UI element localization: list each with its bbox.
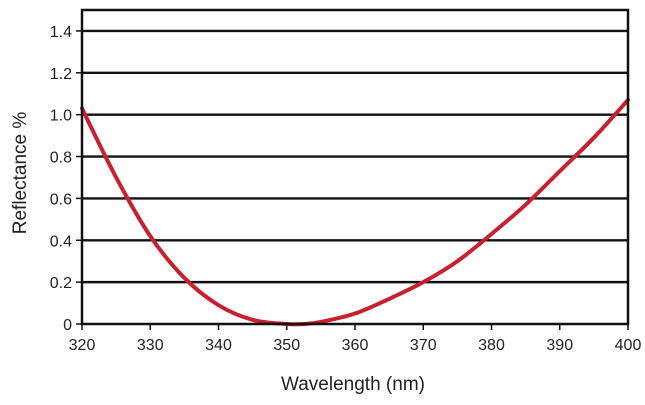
- grid-lines: [82, 29, 628, 284]
- y-axis-label: Reflectance %: [10, 112, 31, 235]
- x-tick-label: 340: [205, 337, 232, 354]
- y-tick-label: 0.8: [50, 150, 72, 167]
- y-tick-label: 0.2: [50, 275, 72, 292]
- x-axis-label: Wavelength (nm): [281, 374, 425, 395]
- plot-frame: [80, 8, 630, 326]
- x-tick-label: 330: [137, 337, 164, 354]
- x-tick-label: 370: [410, 337, 437, 354]
- x-tick-label: 360: [342, 337, 369, 354]
- y-tick-label: 1.0: [50, 108, 72, 125]
- x-tick-label: 320: [69, 337, 96, 354]
- y-tick-label: 1.4: [50, 24, 72, 41]
- reflectance-curve: [80, 98, 630, 327]
- x-tick-label: 350: [273, 337, 300, 354]
- tick-labels: 0 0.2 0.4 0.6 0.8 1.0 1.2 1.4 320 330 340 350 360 370…: [50, 24, 642, 354]
- x-tick-label: 390: [546, 337, 573, 354]
- y-tick-label: 0.4: [50, 233, 72, 250]
- y-tick-label: 0: [63, 317, 72, 334]
- y-tick-label: 0.6: [50, 191, 72, 208]
- y-tick-label: 1.2: [50, 66, 72, 83]
- x-tick-label: 380: [478, 337, 505, 354]
- data-series: [80, 98, 630, 327]
- x-tick-label: 400: [615, 337, 642, 354]
